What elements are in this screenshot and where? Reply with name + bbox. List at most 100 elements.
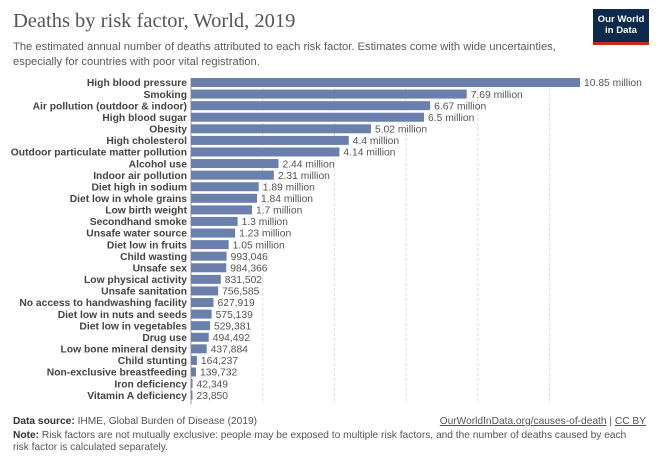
logo-line-2: in Data (605, 25, 637, 36)
note-line: Note: Risk factors are not mutually excl… (13, 430, 643, 454)
category-label: Unsafe sex (133, 263, 188, 274)
bar[interactable] (191, 228, 236, 238)
bar[interactable] (191, 379, 193, 389)
value-label: 1.84 million (261, 194, 313, 205)
bar[interactable] (191, 193, 257, 203)
chart-title: Deaths by risk factor, World, 2019 (13, 10, 296, 32)
bar[interactable] (191, 182, 259, 192)
category-label: Diet high in sodium (91, 182, 187, 193)
footer-links: OurWorldInData.org/causes-of-death | CC … (440, 416, 646, 427)
source-line: Data source: IHME, Global Burden of Dise… (13, 416, 257, 428)
category-label: Low bone mineral density (61, 345, 188, 356)
bar[interactable] (191, 240, 229, 250)
category-label: Secondhand smoke (90, 217, 188, 228)
value-label: 5.02 million (375, 125, 427, 136)
bar[interactable] (191, 286, 219, 296)
bar[interactable] (191, 390, 193, 400)
value-label: 1.23 million (239, 229, 291, 240)
category-label: Low birth weight (105, 206, 187, 217)
note-text: Risk factors are not mutually exclusive:… (13, 430, 627, 453)
bar[interactable] (191, 309, 212, 319)
bar[interactable] (191, 367, 197, 377)
value-label: 1.7 million (256, 206, 303, 217)
category-label: Obesity (149, 125, 187, 136)
value-label: 529,381 (214, 321, 251, 332)
bar[interactable] (191, 159, 279, 169)
category-label: High cholesterol (106, 136, 187, 147)
category-label: Low physical activity (84, 275, 187, 286)
value-label: 1.3 million (242, 217, 289, 228)
value-label: 139,732 (200, 368, 237, 379)
bar[interactable] (191, 147, 340, 157)
logo-accent-bar (593, 42, 649, 45)
category-label: High blood pressure (87, 78, 187, 89)
bar[interactable] (191, 101, 431, 111)
value-label: 437,884 (211, 345, 248, 356)
category-label: Iron deficiency (114, 379, 187, 390)
category-label: Diet low in vegetables (79, 321, 187, 332)
value-label: 1.89 million (263, 182, 315, 193)
category-label: Unsafe sanitation (101, 287, 187, 298)
bar[interactable] (191, 78, 580, 87)
chart-subtitle: The estimated annual number of deaths at… (13, 41, 556, 68)
value-label: 7.69 million (471, 90, 523, 101)
source-link[interactable]: OurWorldInData.org/causes-of-death (439, 416, 607, 427)
bar[interactable] (191, 321, 210, 331)
bar[interactable] (191, 251, 227, 261)
value-label: 494,492 (213, 333, 250, 344)
category-label: Indoor air pollution (93, 171, 187, 182)
source-text: IHME, Global Burden of Disease (2019) (77, 416, 258, 427)
category-label: Child stunting (118, 356, 187, 367)
category-label: Alcohol use (129, 159, 188, 170)
value-label: 993,046 (231, 252, 268, 263)
bar[interactable] (191, 89, 467, 99)
value-label: 6.67 million (434, 101, 486, 112)
logo-line-1: Our World (597, 14, 645, 25)
value-label: 42,349 (197, 379, 229, 390)
bar[interactable] (191, 355, 197, 365)
bar[interactable] (191, 298, 214, 308)
value-label: 2.31 million (278, 171, 330, 182)
category-label: Diet low in whole grains (70, 194, 188, 205)
category-label: Air pollution (outdoor & indoor) (33, 101, 187, 112)
value-label: 575,139 (216, 310, 253, 321)
bar[interactable] (191, 263, 227, 273)
category-label: High blood sugar (102, 113, 187, 124)
category-label: Drug use (142, 333, 187, 344)
value-label: 627,919 (218, 298, 255, 309)
bar[interactable] (191, 135, 349, 145)
category-label: Vitamin A deficiency (87, 391, 187, 402)
category-label: Unsafe water source (86, 229, 187, 240)
value-label: 756,585 (222, 287, 259, 298)
link-separator: | (606, 416, 615, 427)
category-label: Diet low in fruits (107, 240, 187, 251)
category-label: No access to handwashing facility (19, 298, 187, 309)
license-link[interactable]: CC BY (614, 416, 646, 427)
bar[interactable] (191, 344, 207, 354)
bar[interactable] (191, 274, 221, 284)
value-label: 10.85 million (584, 78, 642, 89)
value-label: 23,850 (197, 391, 229, 402)
value-label: 831,502 (225, 275, 262, 286)
note-label: Note: (13, 430, 40, 441)
value-label: 984,366 (230, 263, 267, 274)
bar[interactable] (191, 170, 274, 180)
bar[interactable] (191, 216, 238, 226)
bar[interactable] (191, 124, 371, 134)
category-label: Smoking (144, 90, 187, 101)
value-label: 2.44 million (282, 159, 334, 170)
owid-logo[interactable]: Our World in Data (593, 9, 649, 42)
bar-chart: High blood pressure 10.85 million Smoking 7… (11, 78, 642, 405)
category-label: Non-exclusive breastfeeding (47, 368, 187, 379)
value-label: 164,237 (201, 356, 238, 367)
category-label: Diet low in nuts and seeds (58, 310, 188, 321)
bar[interactable] (191, 205, 252, 215)
value-label: 4.4 million (353, 136, 400, 147)
value-label: 1.05 million (233, 240, 285, 251)
bar[interactable] (191, 112, 425, 122)
category-label: Child wasting (120, 252, 187, 263)
source-label: Data source: (13, 416, 75, 427)
value-label: 4.14 million (343, 148, 395, 159)
bar[interactable] (191, 332, 209, 342)
value-label: 6.5 million (428, 113, 475, 124)
